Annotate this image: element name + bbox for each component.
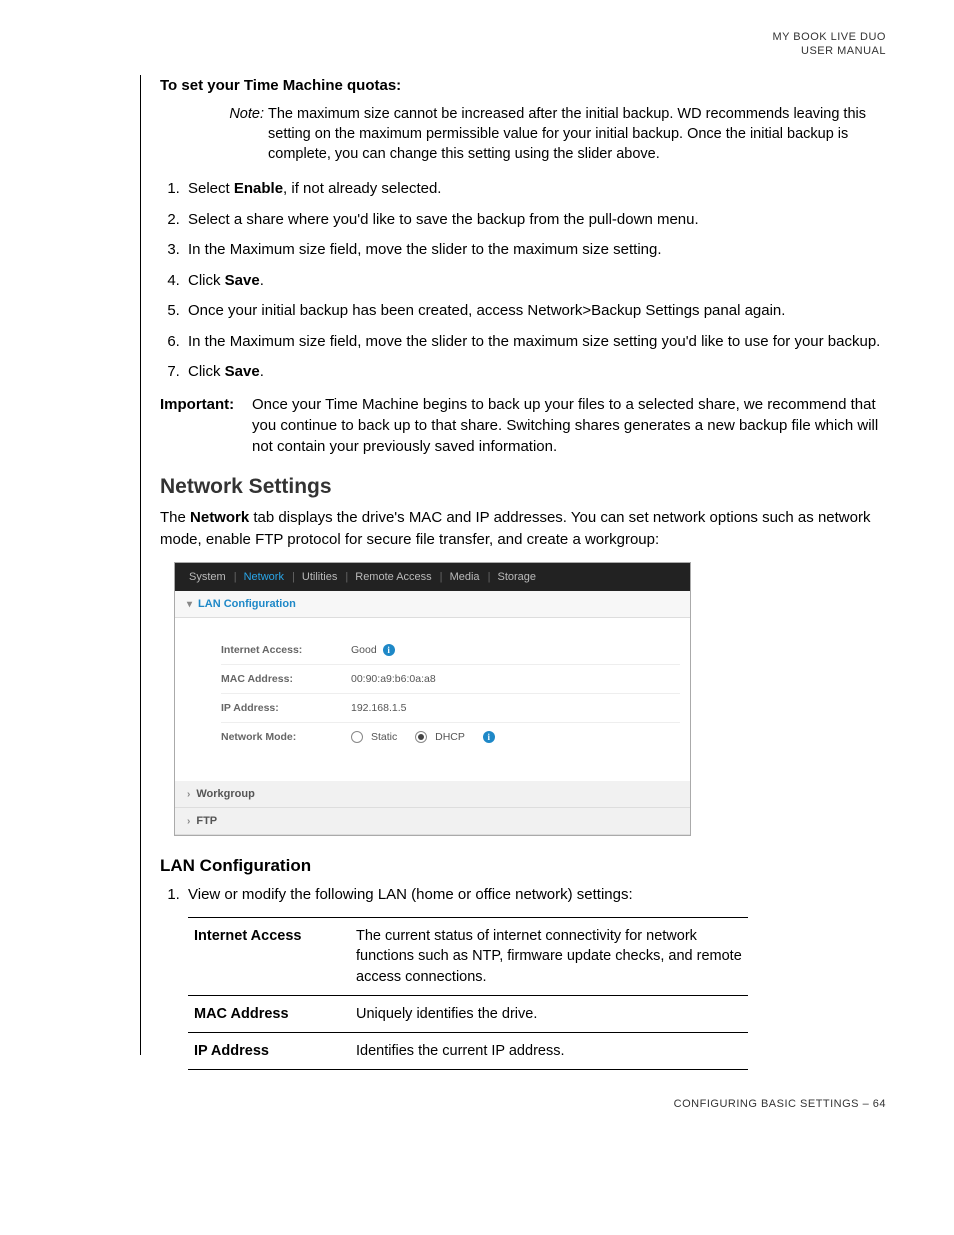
left-margin-rule (140, 75, 141, 1055)
row-network-mode: Network Mode: Static DHCP i (221, 722, 680, 751)
note-block: Note: The maximum size cannot be increas… (216, 104, 886, 165)
def-mac-label: MAC Address (188, 995, 350, 1032)
mac-label: MAC Address: (221, 673, 351, 685)
step-4: Click Save. (184, 270, 886, 293)
important-block: Important: Once your Time Machine begins… (160, 394, 886, 457)
section-lan-config[interactable]: ▾LAN Configuration (175, 591, 690, 618)
note-label: Note: (216, 104, 268, 165)
network-mode-label: Network Mode: (221, 731, 351, 743)
chevron-down-icon: ▾ (187, 599, 192, 610)
internet-access-value: Good (351, 644, 377, 656)
step-1: Select Enable, if not already selected. (184, 178, 886, 201)
header-line1: MY BOOK LIVE DUO (772, 31, 886, 43)
page-header: MY BOOK LIVE DUO USER MANUAL (140, 30, 886, 59)
tab-remote-access[interactable]: Remote Access (355, 571, 431, 583)
table-row: Internet Access The current status of in… (188, 917, 748, 995)
step-6: In the Maximum size field, move the slid… (184, 331, 886, 354)
time-machine-steps: Select Enable, if not already selected. … (160, 178, 886, 384)
step-3: In the Maximum size field, move the slid… (184, 239, 886, 262)
page-footer: CONFIGURING BASIC SETTINGS – 64 (160, 1098, 886, 1110)
tab-network[interactable]: Network (244, 571, 284, 583)
network-settings-heading: Network Settings (160, 475, 886, 499)
def-mac-text: Uniquely identifies the drive. (350, 995, 748, 1032)
lan-config-heading: LAN Configuration (160, 856, 886, 876)
screenshot-tabs: System| Network| Utilities| Remote Acces… (175, 563, 690, 591)
radio-static[interactable] (351, 731, 363, 743)
def-internet-access-text: The current status of internet connectiv… (350, 917, 748, 995)
tab-media[interactable]: Media (450, 571, 480, 583)
important-text: Once your Time Machine begins to back up… (252, 394, 886, 457)
network-screenshot: System| Network| Utilities| Remote Acces… (174, 562, 691, 836)
def-ip-text: Identifies the current IP address. (350, 1033, 748, 1070)
chevron-right-icon: › (187, 816, 190, 827)
important-label: Important: (160, 394, 252, 457)
step-5: Once your initial backup has been create… (184, 300, 886, 323)
section-workgroup[interactable]: ›Workgroup (175, 781, 690, 808)
tab-storage[interactable]: Storage (497, 571, 536, 583)
info-icon[interactable]: i (383, 644, 395, 656)
chevron-right-icon: › (187, 789, 190, 800)
note-text: The maximum size cannot be increased aft… (268, 104, 886, 165)
lan-body: Internet Access: Good i MAC Address: 00:… (175, 618, 690, 781)
def-internet-access-label: Internet Access (188, 917, 350, 995)
ip-value: 192.168.1.5 (351, 702, 406, 714)
def-ip-label: IP Address (188, 1033, 350, 1070)
network-intro: The Network tab displays the drive's MAC… (160, 507, 886, 551)
step-7: Click Save. (184, 361, 886, 384)
tab-utilities[interactable]: Utilities (302, 571, 337, 583)
ip-label: IP Address: (221, 702, 351, 714)
row-mac-address: MAC Address: 00:90:a9:b6:0a:a8 (221, 664, 680, 693)
header-line2: USER MANUAL (801, 45, 886, 57)
time-machine-heading: To set your Time Machine quotas: (160, 77, 886, 94)
lan-definitions: Internet Access The current status of in… (188, 917, 748, 1070)
table-row: IP Address Identifies the current IP add… (188, 1033, 748, 1070)
lan-step-1: View or modify the following LAN (home o… (184, 884, 886, 907)
info-icon[interactable]: i (483, 731, 495, 743)
step-2: Select a share where you'd like to save … (184, 209, 886, 232)
internet-access-label: Internet Access: (221, 644, 351, 656)
row-ip-address: IP Address: 192.168.1.5 (221, 693, 680, 722)
radio-dhcp[interactable] (415, 731, 427, 743)
section-ftp[interactable]: ›FTP (175, 808, 690, 835)
row-internet-access: Internet Access: Good i (221, 636, 680, 664)
table-row: MAC Address Uniquely identifies the driv… (188, 995, 748, 1032)
lan-steps: View or modify the following LAN (home o… (160, 884, 886, 907)
mac-value: 00:90:a9:b6:0a:a8 (351, 673, 436, 685)
tab-system[interactable]: System (189, 571, 226, 583)
